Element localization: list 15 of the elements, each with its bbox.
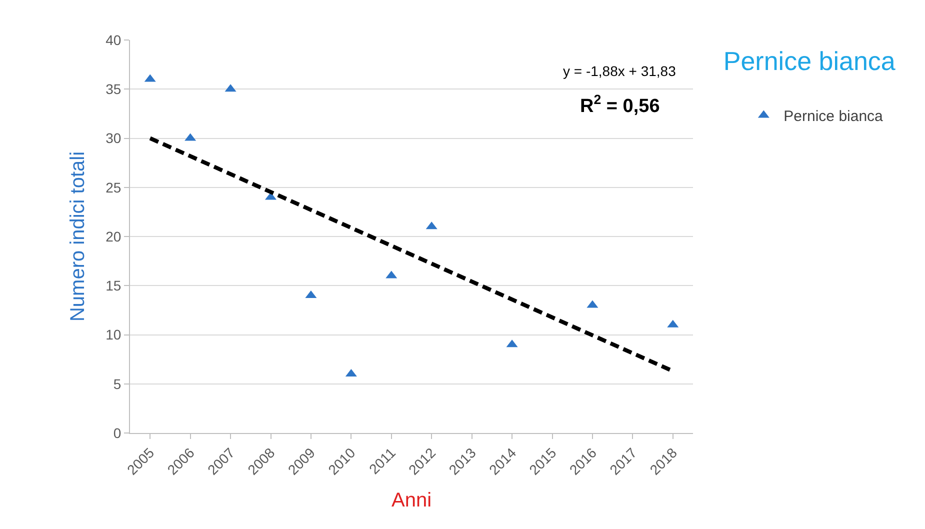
y-tick-label: 5 (113, 376, 122, 392)
y-tick-label: 0 (113, 424, 122, 441)
y-tick-label: 35 (106, 81, 122, 98)
text: Pernice bianca (723, 46, 896, 76)
annotation: R$^{2}$ = 0,56 (580, 92, 660, 117)
legend-label: Pernice bianca (784, 108, 884, 126)
annotation: y = -1,88x + 31,83 (563, 63, 676, 79)
y-tick-label: 20 (106, 228, 122, 244)
y-tick-label: 15 (106, 278, 122, 294)
y-tick-label: 25 (106, 179, 122, 196)
y-tick-label: 10 (106, 326, 122, 343)
y-tick-label: 40 (106, 32, 122, 48)
y-axis-title: Numero indici totali (67, 151, 90, 322)
y-tick-label: 30 (106, 130, 122, 146)
x-axis-title: Anni (391, 489, 432, 512)
